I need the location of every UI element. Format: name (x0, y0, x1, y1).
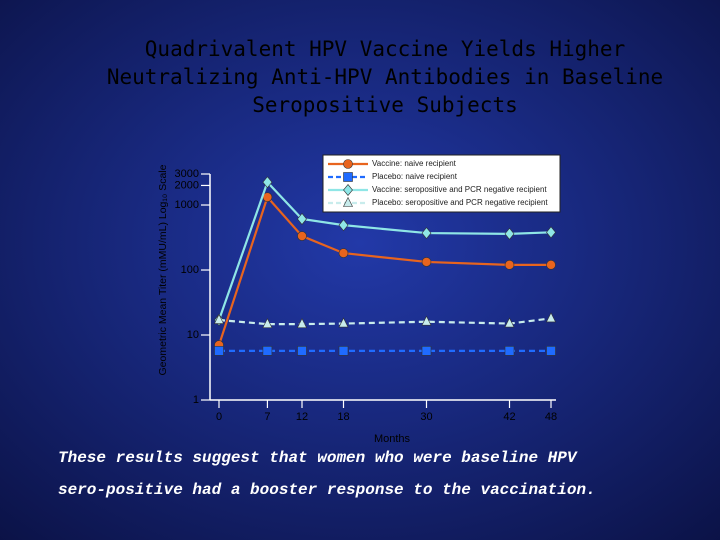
data-point (338, 219, 349, 232)
data-point (338, 248, 349, 258)
data-point (297, 346, 307, 356)
x-tick-label: 18 (337, 411, 349, 423)
x-axis-label: Months (374, 433, 411, 445)
legend-marker (343, 172, 353, 182)
y-axis-label: Geometric Mean Titer (mMU/mL) Log₁₀ Scal… (157, 164, 169, 375)
data-point (546, 226, 556, 239)
legend-marker (343, 196, 353, 207)
y-tick-label: 100 (181, 264, 199, 276)
data-point (297, 212, 307, 225)
legend-label: Placebo: naive recipient (372, 172, 458, 181)
title-line: Seropositive Subjects (252, 93, 518, 117)
x-tick-label: 7 (264, 411, 270, 423)
legend-label: Placebo: seropositive and PCR negative r… (372, 198, 548, 207)
data-point (297, 317, 307, 328)
title-line: Neutralizing Anti-HPV Antibodies in Base… (107, 65, 663, 89)
data-point (546, 260, 556, 270)
y-tick-label: 1 (193, 394, 199, 406)
caption-line: These results suggest that women who wer… (58, 449, 578, 467)
y-tick-label: 2000 (175, 179, 199, 191)
data-point (546, 346, 556, 356)
x-tick-label: 12 (296, 411, 308, 423)
data-point (262, 176, 273, 189)
data-point (504, 317, 515, 328)
legend-marker (343, 184, 353, 196)
data-point (546, 312, 556, 323)
y-tick-label: 10 (187, 329, 199, 341)
data-point (421, 346, 432, 356)
caption-line: sero-positive had a booster response to … (58, 481, 596, 499)
legend-marker (343, 159, 353, 169)
x-tick-label: 0 (216, 411, 222, 423)
data-point (214, 313, 224, 324)
data-point (421, 257, 432, 267)
data-point (262, 317, 273, 328)
data-point (504, 346, 515, 356)
data-point (504, 260, 515, 270)
y-tick-label: 3000 (175, 168, 199, 180)
legend-label: Vaccine: naive recipient (372, 159, 457, 168)
data-point (338, 346, 349, 356)
data-point (297, 231, 307, 241)
data-point (421, 315, 432, 326)
data-point (504, 227, 515, 240)
legend-label: Vaccine: seropositive and PCR negative r… (372, 185, 547, 194)
y-tick-label: 1000 (175, 199, 199, 211)
data-point (421, 227, 432, 240)
x-tick-label: 42 (503, 411, 515, 423)
data-point (214, 346, 224, 356)
title-line: Quadrivalent HPV Vaccine Yields Higher (145, 37, 625, 61)
data-point (262, 346, 273, 356)
x-tick-label: 30 (420, 411, 432, 423)
x-tick-label: 48 (545, 411, 557, 423)
data-point (338, 317, 349, 328)
